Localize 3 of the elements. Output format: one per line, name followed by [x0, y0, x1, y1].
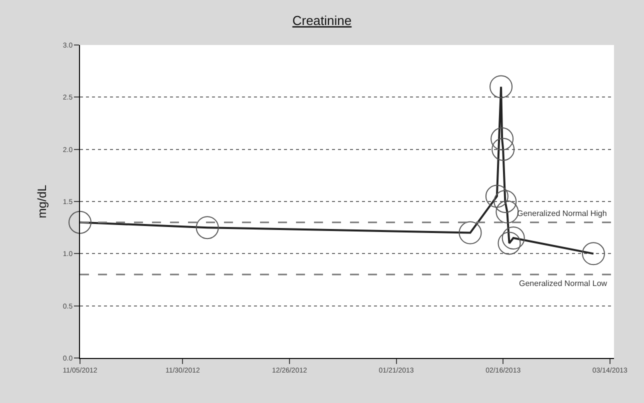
chart-title: Creatinine [292, 13, 352, 28]
ref-line-label: Generalized Normal Low [519, 279, 608, 288]
y-axis-title: mg/dL [35, 184, 49, 218]
